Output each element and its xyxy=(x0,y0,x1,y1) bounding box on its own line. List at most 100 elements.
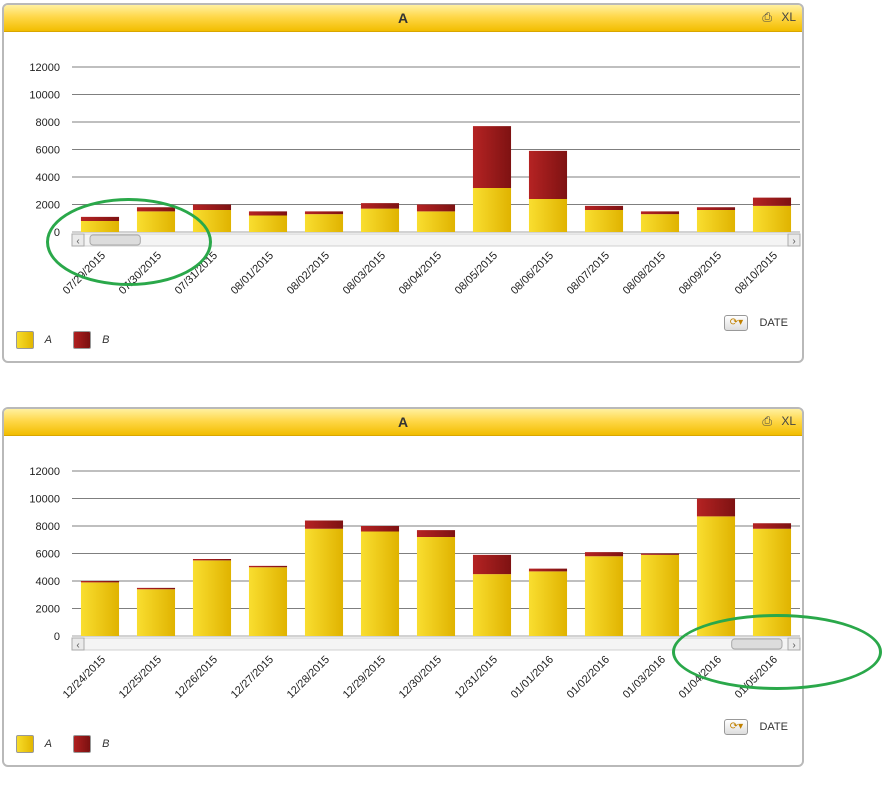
chart-title: A xyxy=(397,10,409,26)
y-tick-label: 4000 xyxy=(36,172,60,184)
bar-segment-b xyxy=(80,216,120,221)
y-tick-label: 10000 xyxy=(29,494,60,506)
bar-segment-b xyxy=(696,207,736,210)
cycle-icon[interactable]: ⟳▾ xyxy=(724,719,749,735)
x-tick-label: 12/24/2015 xyxy=(61,654,108,701)
x-tick-label: 12/30/2015 xyxy=(397,654,444,701)
cycle-group: ⟳▾ DATE xyxy=(724,315,788,331)
x-tick-label: 08/05/2015 xyxy=(453,250,500,297)
chart-titlebar: A ⎙ XL xyxy=(4,409,802,436)
x-tick-label: 08/04/2015 xyxy=(397,250,444,297)
chevron-left-icon: ‹ xyxy=(76,236,79,247)
bar-segment-a xyxy=(696,516,736,636)
chart-legend: A B xyxy=(16,331,127,349)
chart-panel-1: A ⎙ XL 0 2000 4000 6000 8000 10000 12000 07/29/… xyxy=(2,3,804,363)
chart-legend: A B xyxy=(16,735,127,753)
bar-segment-a xyxy=(192,210,232,232)
bar-segment-a xyxy=(584,556,624,636)
bar-segment-b xyxy=(360,203,400,209)
bar-segment-a xyxy=(640,214,680,232)
legend-item: A xyxy=(16,331,52,349)
legend-swatch-b xyxy=(73,331,92,349)
bar-segment-b xyxy=(304,211,344,215)
x-tick-label: 01/01/2016 xyxy=(509,654,556,701)
bar-segment-a xyxy=(528,571,568,636)
x-tick-label: 07/29/2015 xyxy=(61,250,108,297)
bar-segment-a xyxy=(80,221,120,232)
bar-segment-a xyxy=(360,531,400,636)
print-icon[interactable]: ⎙ xyxy=(762,10,772,24)
legend-swatch-a xyxy=(16,735,34,753)
bar-segment-a xyxy=(136,589,176,636)
bar-segment-a xyxy=(696,210,736,232)
cycle-group: ⟳▾ DATE xyxy=(724,719,788,735)
x-tick-label: 01/02/2016 xyxy=(565,654,612,701)
bar-segment-a xyxy=(304,528,344,636)
bar-segment-b xyxy=(360,526,400,532)
y-tick-label: 8000 xyxy=(36,521,60,533)
bar-segment-a xyxy=(416,211,456,232)
print-icon[interactable]: ⎙ xyxy=(762,414,772,428)
bar-segment-b xyxy=(248,211,288,216)
y-tick-label: 2000 xyxy=(36,200,60,212)
x-tick-label: 12/28/2015 xyxy=(285,654,332,701)
y-tick-label: 6000 xyxy=(36,549,60,561)
chart-titlebar: A ⎙ XL xyxy=(4,5,802,32)
bar-segment-a xyxy=(80,582,120,636)
bar-segment-b xyxy=(584,552,624,557)
excel-icon[interactable]: XL xyxy=(781,414,796,428)
y-tick-label: 12000 xyxy=(29,62,60,74)
excel-icon[interactable]: XL xyxy=(781,10,796,24)
legend-swatch-b xyxy=(73,735,92,753)
bar-segment-a xyxy=(752,528,792,636)
bar-segment-b xyxy=(416,204,456,212)
scroll-left-button[interactable] xyxy=(71,233,85,247)
x-tick-label: 12/27/2015 xyxy=(229,654,276,701)
y-tick-label: 2000 xyxy=(36,604,60,616)
chevron-right-icon: › xyxy=(792,236,795,247)
y-tick-label: 0 xyxy=(54,631,60,643)
bar-segment-a xyxy=(528,199,568,232)
x-tick-label: 12/31/2015 xyxy=(453,654,500,701)
scrollbar-thumb[interactable] xyxy=(89,234,141,246)
bar-segment-a xyxy=(304,214,344,232)
y-tick-label: 8000 xyxy=(36,117,60,129)
bar-segment-a xyxy=(752,205,792,232)
x-tick-label: 08/03/2015 xyxy=(341,250,388,297)
bar-segment-b xyxy=(472,126,512,188)
x-tick-label: 12/26/2015 xyxy=(173,654,220,701)
x-tick-label: 08/01/2015 xyxy=(229,250,276,297)
scroll-left-button[interactable] xyxy=(71,637,85,651)
y-tick-label: 4000 xyxy=(36,576,60,588)
x-tick-label: 08/07/2015 xyxy=(565,250,612,297)
scroll-right-button[interactable] xyxy=(787,233,801,247)
bar-segment-b xyxy=(528,150,568,199)
x-tick-label: 08/02/2015 xyxy=(285,250,332,297)
x-tick-label: 07/30/2015 xyxy=(117,250,164,297)
y-tick-label: 10000 xyxy=(29,90,60,102)
bar-segment-b xyxy=(640,553,680,555)
bar-segment-a xyxy=(584,210,624,232)
bar-segment-a xyxy=(640,554,680,636)
bar-segment-b xyxy=(696,498,736,517)
bar-segment-a xyxy=(136,211,176,232)
legend-swatch-a xyxy=(16,331,34,349)
chevron-left-icon: ‹ xyxy=(76,640,79,651)
x-tick-label: 12/29/2015 xyxy=(341,654,388,701)
legend-item: A xyxy=(16,735,52,753)
cycle-icon[interactable]: ⟳▾ xyxy=(724,315,749,331)
legend-item: B xyxy=(73,331,109,349)
y-tick-label: 0 xyxy=(54,227,60,239)
legend-item: B xyxy=(73,735,109,753)
scroll-right-button[interactable] xyxy=(787,637,801,651)
chevron-right-icon: › xyxy=(792,640,795,651)
cycle-dimension-label: DATE xyxy=(759,316,788,329)
scrollbar-track xyxy=(71,637,801,651)
bar-segment-b xyxy=(416,530,456,537)
scrollbar-track xyxy=(71,233,801,247)
scrollbar-thumb[interactable] xyxy=(731,638,783,650)
chart-panel-2: A ⎙ XL 0 2000 4000 6000 8000 10000 12000 12/24/… xyxy=(2,407,804,767)
cycle-dimension-label: DATE xyxy=(759,720,788,733)
bar-segment-b xyxy=(192,559,232,561)
